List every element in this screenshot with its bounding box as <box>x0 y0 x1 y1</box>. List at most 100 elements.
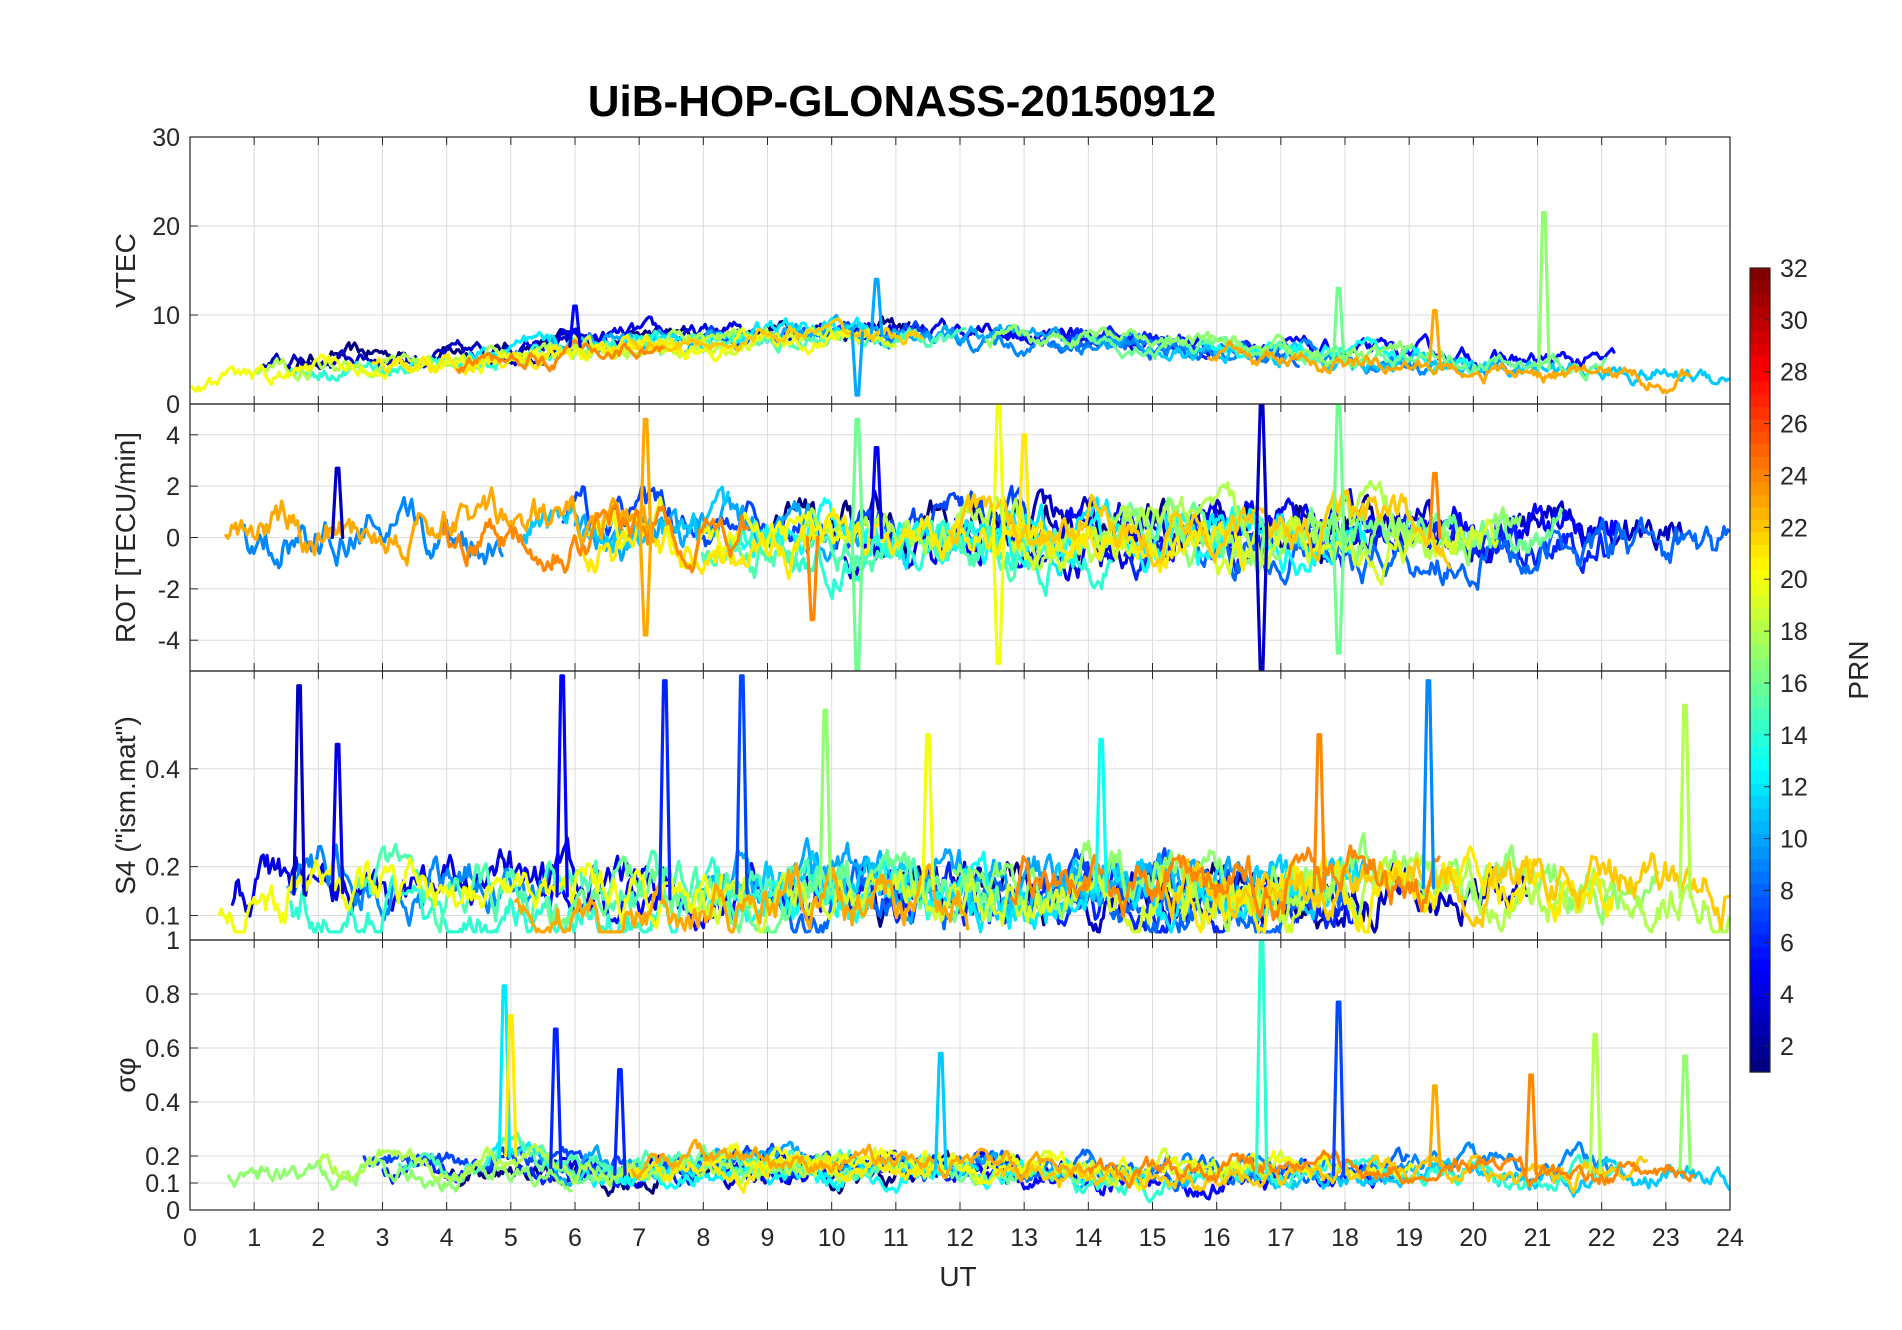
colorbar-segment <box>1750 456 1770 470</box>
x-tick-label: 22 <box>1588 1224 1616 1252</box>
colorbar-segment <box>1750 908 1770 922</box>
colorbar-segment <box>1750 506 1770 520</box>
spike-prn-16 <box>1331 286 1346 361</box>
spike-prn-16 <box>850 417 865 540</box>
trace-group <box>190 211 1730 397</box>
trace-group <box>217 674 1730 934</box>
y-tick-label: 0 <box>166 391 180 419</box>
x-tick-label: 11 <box>883 1224 909 1252</box>
spike-prn-23 <box>638 417 653 540</box>
colorbar-segment <box>1750 1059 1770 1073</box>
colorbar-label: PRN <box>1843 640 1874 699</box>
trace-prn-12 <box>965 856 1360 934</box>
spike-prn-17 <box>818 708 832 889</box>
trace-prn-22 <box>1161 852 1730 931</box>
y-tick-label: 0.4 <box>145 756 180 784</box>
x-tick-label: 10 <box>818 1224 846 1252</box>
colorbar-segment <box>1750 406 1770 420</box>
y-tick-label: 0.8 <box>145 981 180 1009</box>
colorbar-segment <box>1750 418 1770 432</box>
colorbar-segment <box>1750 318 1770 332</box>
trace-prn-15 <box>700 518 1068 583</box>
colorbar-segment <box>1750 268 1770 282</box>
spike-prn-10 <box>869 277 884 335</box>
colorbar-segment <box>1750 996 1770 1010</box>
colorbar-segment <box>1750 619 1770 633</box>
trace-prn-22 <box>994 1153 1648 1194</box>
spike-prn-3 <box>1254 404 1269 540</box>
y-tick-label: 2 <box>166 473 180 501</box>
colorbar-segment <box>1750 820 1770 834</box>
colorbar-frame <box>1749 267 1771 1073</box>
colorbar-segment <box>1750 431 1770 445</box>
spike-prn-24 <box>1312 732 1327 890</box>
y-tick-label: 0.1 <box>145 903 180 931</box>
spike-prn-18 <box>1678 703 1692 900</box>
spike-prn-3 <box>292 684 306 896</box>
spike-prn-16 <box>850 535 865 671</box>
x-tick-label: 18 <box>1331 1224 1359 1252</box>
colorbar-segment <box>1750 732 1770 746</box>
spike-prn-20 <box>921 732 935 891</box>
colorbar-segment <box>1750 720 1770 734</box>
colorbar-tick-label: 26 <box>1780 411 1808 439</box>
y-tick-label: 20 <box>152 213 180 241</box>
colorbar-segment <box>1750 544 1770 558</box>
colorbar-segment <box>1750 1034 1770 1048</box>
colorbar-segment <box>1750 355 1770 370</box>
x-axis-label: UT <box>939 1261 976 1292</box>
spike-prn-6 <box>658 679 672 901</box>
colorbar-segment <box>1750 682 1770 696</box>
spike-prn-5 <box>869 446 884 540</box>
trace-prn-16 <box>544 848 1001 934</box>
panel-4: 00.10.2 0.4 0.6 0.8 1 σφ <box>110 927 1731 1225</box>
colorbar-segment <box>1750 670 1770 684</box>
spike-prn-4 <box>330 742 345 895</box>
x-tick-label: 2 <box>311 1224 325 1252</box>
colorbar-segment <box>1750 971 1770 985</box>
y-tick-label: 0.2 <box>145 854 180 882</box>
colorbar-segment <box>1750 984 1770 998</box>
spike-prn-14 <box>1254 940 1269 1175</box>
spike-prn-24 <box>1428 471 1442 540</box>
x-tick-label: 14 <box>1074 1224 1102 1252</box>
colorbar-segment <box>1750 368 1770 382</box>
colorbar-segment <box>1750 607 1770 621</box>
x-tick-label: 16 <box>1203 1224 1231 1252</box>
trace-prn-21 <box>624 1152 933 1194</box>
colorbar-segment <box>1750 871 1770 885</box>
y-axis-label: S4 ("ism.mat") <box>110 716 141 895</box>
colorbar-tick-label: 28 <box>1780 359 1808 387</box>
spike-prn-7 <box>735 674 749 895</box>
panel-3: 0.1 0.2 0.4S4 ("ism.mat") <box>110 670 1731 941</box>
x-tick-label: 0 <box>183 1224 197 1252</box>
x-tick-label: 17 <box>1267 1224 1295 1252</box>
spike-prn-23 <box>1428 308 1442 363</box>
spike-prn-20 <box>991 535 1006 665</box>
trace-prn-23 <box>513 862 970 934</box>
y-tick-label: 0.2 <box>145 1143 180 1171</box>
y-axis-label: σφ <box>110 1057 141 1092</box>
x-tick-labels: 0 1 2 3 4 5 6 7 8 9 10 11 12 13 14 15 16 17 18 19 20 21 22 23 24 <box>183 1224 1744 1252</box>
y-tick-label: 0 <box>166 1197 180 1225</box>
colorbar-segment <box>1750 305 1770 319</box>
trace-prn-22 <box>947 489 1452 570</box>
colorbar-tick-label: 16 <box>1780 670 1808 698</box>
trace-prn-24 <box>1010 844 1441 922</box>
spike-prn-23 <box>1428 1084 1442 1168</box>
spike-prn-5 <box>555 674 569 898</box>
x-tick-label: 24 <box>1716 1224 1744 1252</box>
spike-prn-24 <box>1524 1073 1538 1176</box>
colorbar-segment <box>1750 443 1770 458</box>
spike-prn-21 <box>504 1014 518 1158</box>
colorbar-tick-label: 12 <box>1780 774 1808 802</box>
spike-prn-6 <box>613 1068 627 1176</box>
colorbar-tick-label: 20 <box>1780 566 1808 594</box>
x-tick-label: 4 <box>440 1224 454 1252</box>
colorbar-segment <box>1750 883 1770 897</box>
colorbar-segment <box>1750 707 1770 721</box>
chart-title: UiB-HOP-GLONASS-20150912 <box>588 77 1216 126</box>
x-tick-label: 9 <box>761 1224 775 1252</box>
colorbar-segment <box>1750 330 1770 344</box>
